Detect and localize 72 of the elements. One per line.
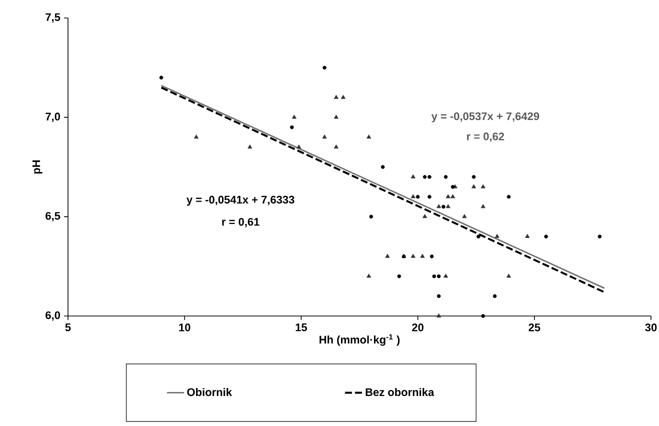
x-tick-label: 20 xyxy=(412,324,424,332)
point xyxy=(334,144,338,149)
point xyxy=(385,254,390,258)
point xyxy=(422,214,428,218)
point xyxy=(450,184,455,189)
point xyxy=(598,234,602,238)
point xyxy=(340,94,346,99)
point xyxy=(476,234,480,238)
point xyxy=(322,66,326,70)
point xyxy=(436,274,441,278)
y-tick-label: 6,5 xyxy=(46,212,60,222)
point xyxy=(436,294,441,298)
point xyxy=(432,274,436,278)
annotation: y = -0,0537x + 7,6429 xyxy=(431,112,540,122)
point xyxy=(436,313,442,318)
x-axis-title: Hh (mmol·kg$^{-1}$ ) xyxy=(320,334,400,346)
point xyxy=(334,94,338,99)
point xyxy=(420,254,425,258)
point xyxy=(416,194,420,199)
point xyxy=(366,134,372,139)
point xyxy=(506,194,511,199)
point xyxy=(446,204,450,208)
legend-label: Obiornik xyxy=(187,388,232,396)
y-tick-label: 7,0 xyxy=(46,112,60,122)
point xyxy=(462,214,467,218)
point xyxy=(494,234,500,238)
annotation: r = 0,62 xyxy=(467,132,504,142)
x-tick-label: 5 xyxy=(65,324,71,332)
annotation: r = 0,61 xyxy=(222,218,260,228)
point xyxy=(397,274,402,278)
point xyxy=(430,254,434,258)
point xyxy=(444,175,448,179)
point xyxy=(410,254,416,258)
point xyxy=(428,175,432,179)
point xyxy=(446,194,450,198)
point xyxy=(506,274,512,278)
point xyxy=(428,194,432,199)
x-tick-label: 10 xyxy=(179,324,190,332)
point xyxy=(480,184,486,188)
point xyxy=(366,274,372,278)
point xyxy=(248,144,252,149)
point xyxy=(296,144,302,149)
point xyxy=(450,194,456,198)
point xyxy=(492,294,497,298)
annotation: y = -0,0541x + 7,6333 xyxy=(186,196,294,206)
point xyxy=(194,134,199,139)
x-tick-label: 25 xyxy=(528,324,540,332)
x-tick-label: 15 xyxy=(296,324,307,332)
x-tick-label: 30 xyxy=(645,324,657,332)
point xyxy=(369,214,374,219)
y-tick-label: 6,0 xyxy=(46,311,60,321)
point xyxy=(480,204,486,208)
point xyxy=(334,114,338,119)
point xyxy=(292,114,296,119)
y-tick-label: 7,5 xyxy=(46,13,60,23)
point xyxy=(322,134,327,139)
point xyxy=(422,175,427,179)
point xyxy=(410,194,416,198)
point xyxy=(159,76,164,80)
point xyxy=(544,234,548,238)
point xyxy=(471,184,476,188)
y-axis-title: pH xyxy=(32,160,42,174)
point xyxy=(380,165,385,169)
point xyxy=(525,234,530,238)
point xyxy=(481,314,485,318)
point xyxy=(290,125,294,130)
point xyxy=(472,175,476,179)
point xyxy=(410,174,416,178)
point xyxy=(442,204,446,209)
point xyxy=(444,274,448,278)
legend-label: Bez obornika xyxy=(366,388,434,396)
point xyxy=(436,204,442,208)
